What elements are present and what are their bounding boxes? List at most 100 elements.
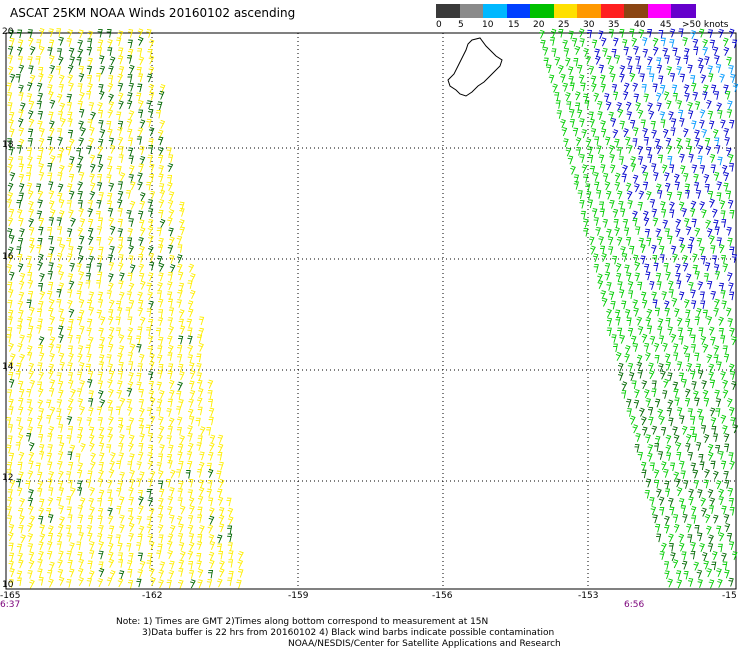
wind-barb [583, 218, 589, 228]
wind-barb [70, 217, 76, 227]
wind-barb [8, 208, 15, 218]
wind-barb [37, 308, 43, 318]
wind-barb [76, 388, 83, 398]
wind-barb [687, 244, 693, 254]
wind-barb [672, 381, 679, 391]
wind-barb [668, 497, 674, 507]
wind-barb [188, 541, 195, 551]
wind-barb [728, 28, 735, 38]
wind-barb [157, 129, 164, 139]
wind-barb [597, 280, 604, 289]
wind-barb [602, 47, 608, 57]
wind-barb [608, 246, 614, 255]
wind-barb [637, 451, 643, 461]
wind-barb [177, 451, 183, 461]
wind-barb [179, 201, 185, 211]
wind-barb [579, 154, 585, 163]
wind-barb [117, 423, 124, 433]
wind-barb [99, 354, 105, 364]
wind-barb [15, 370, 21, 380]
wind-barb [654, 398, 661, 408]
wind-barb [697, 281, 704, 291]
wind-barb [564, 57, 571, 67]
wind-barb [645, 478, 652, 488]
wind-barb [654, 443, 660, 452]
wind-barb [669, 201, 675, 211]
wind-barb [699, 542, 705, 552]
wind-barb [600, 164, 606, 173]
wind-barb [706, 99, 712, 109]
wind-barb [88, 434, 95, 444]
wind-barb [48, 181, 54, 191]
wind-barb [108, 137, 114, 147]
wind-barb [681, 560, 688, 570]
wind-barb [127, 352, 133, 361]
wind-barb [585, 138, 592, 148]
wind-barb [660, 84, 666, 94]
wind-barb [148, 173, 155, 183]
wind-barb [641, 416, 647, 426]
wind-barb [57, 128, 63, 137]
wind-barb [714, 298, 720, 308]
wind-barb [97, 28, 103, 38]
wind-barb [187, 442, 194, 452]
wind-barb [117, 262, 124, 272]
wind-barb [67, 129, 74, 139]
wind-barb [98, 489, 105, 499]
wind-barb [562, 39, 568, 49]
wind-barb [587, 199, 593, 209]
wind-barb [670, 118, 677, 128]
wind-barb [87, 199, 93, 209]
wind-barb [563, 47, 570, 57]
wind-barb [139, 200, 146, 210]
wind-barb [68, 138, 75, 148]
wind-barb [127, 272, 133, 282]
colorbar-tick: 15 [508, 20, 520, 30]
wind-barb [652, 217, 659, 227]
wind-barb [652, 83, 658, 93]
wind-barb [629, 72, 636, 82]
wind-barb [540, 39, 546, 49]
wind-barb [27, 406, 34, 416]
wind-barb [690, 30, 697, 40]
wind-barb [693, 182, 700, 191]
wind-barb [27, 37, 34, 47]
wind-barb [69, 542, 75, 552]
wind-barb [177, 244, 183, 253]
lat-label: 16 [2, 252, 14, 262]
wind-barb [209, 541, 216, 550]
wind-barb [97, 533, 103, 542]
wind-barb [640, 291, 647, 301]
wind-barb [671, 297, 678, 307]
map-frame [5, 32, 737, 590]
wind-barb [632, 254, 639, 264]
wind-barb [167, 344, 174, 354]
wind-barb [28, 65, 34, 75]
wind-barb [99, 336, 106, 346]
lon-label: -156 [432, 591, 453, 601]
wind-barb [563, 138, 569, 148]
wind-barb [693, 173, 699, 183]
wind-barb [127, 237, 133, 246]
wind-barb [713, 307, 719, 317]
wind-barb [711, 208, 718, 218]
wind-barb [642, 48, 649, 58]
wind-barb [118, 100, 124, 110]
wind-barb [693, 390, 699, 400]
wind-barb [27, 279, 34, 289]
wind-barb [115, 316, 121, 326]
wind-barb [126, 406, 133, 416]
wind-barb [554, 56, 561, 66]
wind-barb [664, 570, 670, 580]
wind-barb [67, 289, 73, 298]
wind-barb [106, 120, 112, 130]
wind-barb [560, 73, 566, 83]
wind-barb [47, 227, 53, 236]
wind-barb [655, 228, 662, 238]
wind-barb [558, 64, 564, 74]
wind-barb [29, 306, 35, 316]
wind-barb [693, 46, 699, 56]
wind-barb [139, 219, 145, 229]
wind-barb [606, 281, 612, 291]
wind-barb [604, 136, 611, 146]
